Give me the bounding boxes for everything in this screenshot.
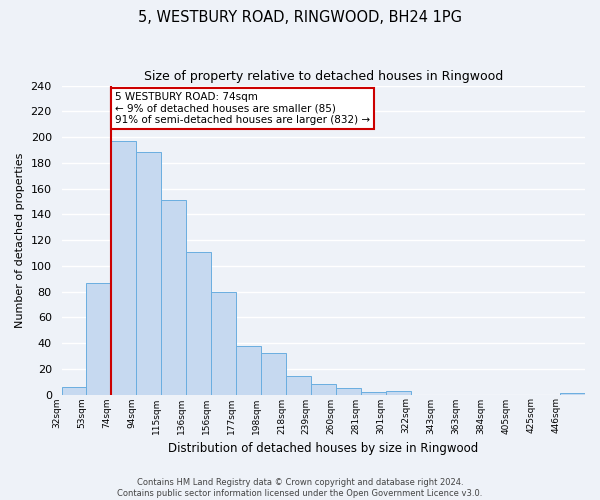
Text: Contains HM Land Registry data © Crown copyright and database right 2024.
Contai: Contains HM Land Registry data © Crown c… [118,478,482,498]
X-axis label: Distribution of detached houses by size in Ringwood: Distribution of detached houses by size … [168,442,478,455]
Title: Size of property relative to detached houses in Ringwood: Size of property relative to detached ho… [143,70,503,83]
Bar [311,384,336,394]
Bar [161,200,186,394]
Bar [261,354,286,395]
Bar [236,346,261,395]
Bar [211,292,236,395]
Text: 5 WESTBURY ROAD: 74sqm
← 9% of detached houses are smaller (85)
91% of semi-deta: 5 WESTBURY ROAD: 74sqm ← 9% of detached … [115,92,370,125]
Bar [286,376,311,394]
Bar [560,393,585,394]
Bar [86,282,112,395]
Bar [136,152,161,394]
Bar [386,390,410,394]
Bar [186,252,211,394]
Bar [112,141,136,395]
Bar [62,387,86,394]
Bar [361,392,386,394]
Text: 5, WESTBURY ROAD, RINGWOOD, BH24 1PG: 5, WESTBURY ROAD, RINGWOOD, BH24 1PG [138,10,462,25]
Y-axis label: Number of detached properties: Number of detached properties [15,152,25,328]
Bar [336,388,361,394]
